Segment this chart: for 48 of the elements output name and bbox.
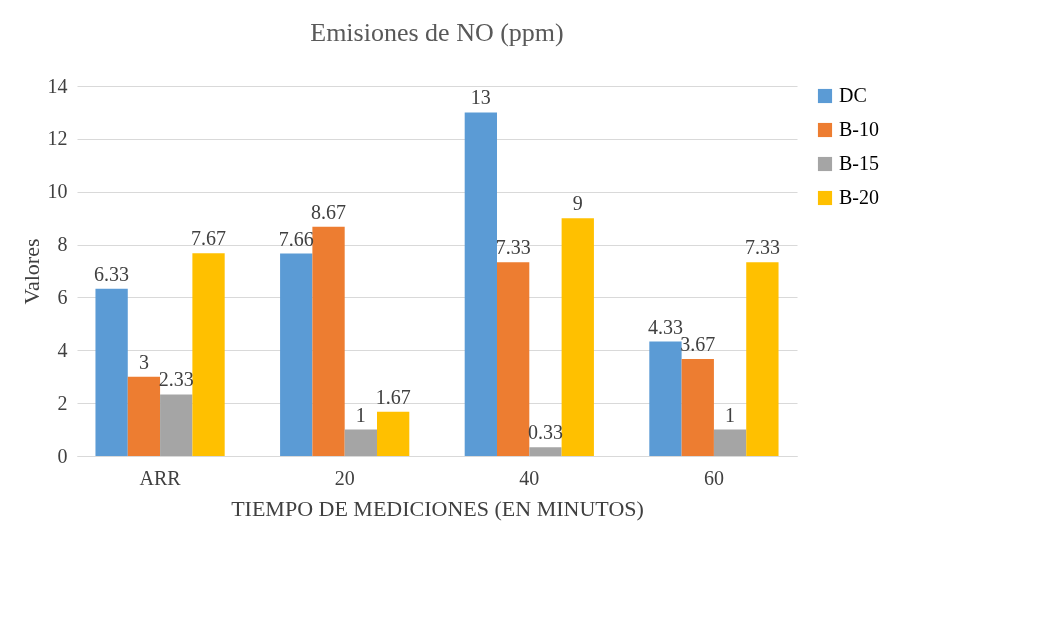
- y-tick-label: 14: [47, 74, 68, 97]
- legend-label: B-15: [839, 152, 879, 174]
- y-tick-label: 10: [47, 180, 68, 203]
- data-label: 4.33: [647, 315, 683, 338]
- bar: [377, 411, 410, 456]
- legend-label: B-10: [839, 118, 879, 140]
- y-tick-label: 4: [57, 338, 68, 361]
- data-label: 9: [572, 192, 583, 215]
- x-tick-label: ARR: [139, 466, 182, 489]
- bar: [561, 218, 594, 456]
- data-label: 1: [355, 403, 366, 426]
- x-tick-label: 40: [519, 466, 540, 489]
- x-tick-label: 60: [703, 466, 724, 489]
- bar: [497, 262, 530, 456]
- data-label: 6.33: [94, 262, 130, 285]
- bar: [95, 288, 128, 456]
- y-tick-label: 12: [47, 127, 68, 150]
- data-label: 1.67: [375, 385, 411, 408]
- data-label: 13: [470, 86, 491, 109]
- bar: [529, 447, 562, 456]
- data-label: 3.67: [680, 333, 716, 356]
- y-tick-label: 0: [57, 444, 68, 467]
- bar: [192, 253, 225, 456]
- y-tick-label: 8: [57, 233, 68, 256]
- y-tick-label: 6: [57, 285, 68, 308]
- bar: [160, 394, 193, 456]
- bar: [681, 359, 714, 456]
- bar: [127, 376, 161, 456]
- x-axis-title: TIEMPO DE MEDICIONES (EN MINUTOS): [231, 495, 644, 521]
- data-label: 8.67: [311, 200, 347, 223]
- data-label: 7.33: [495, 236, 531, 259]
- x-tick-label: 20: [334, 466, 355, 489]
- data-label: 7.33: [744, 236, 780, 259]
- bar: [746, 262, 779, 456]
- bar: [464, 112, 497, 456]
- chart-title: Emisiones de NO (ppm): [310, 18, 564, 47]
- data-label: 1: [725, 403, 736, 426]
- y-tick-label: 2: [57, 391, 68, 414]
- bar: [649, 341, 682, 456]
- legend-label: B-20: [839, 186, 879, 208]
- data-label: 7.67: [191, 227, 227, 250]
- y-axis-title: Valores: [18, 238, 44, 305]
- bar: [713, 429, 747, 456]
- bar: [280, 253, 313, 456]
- bar: [344, 429, 377, 456]
- bar: [312, 226, 345, 456]
- data-label: 3: [138, 350, 149, 373]
- legend-label: DC: [839, 84, 867, 106]
